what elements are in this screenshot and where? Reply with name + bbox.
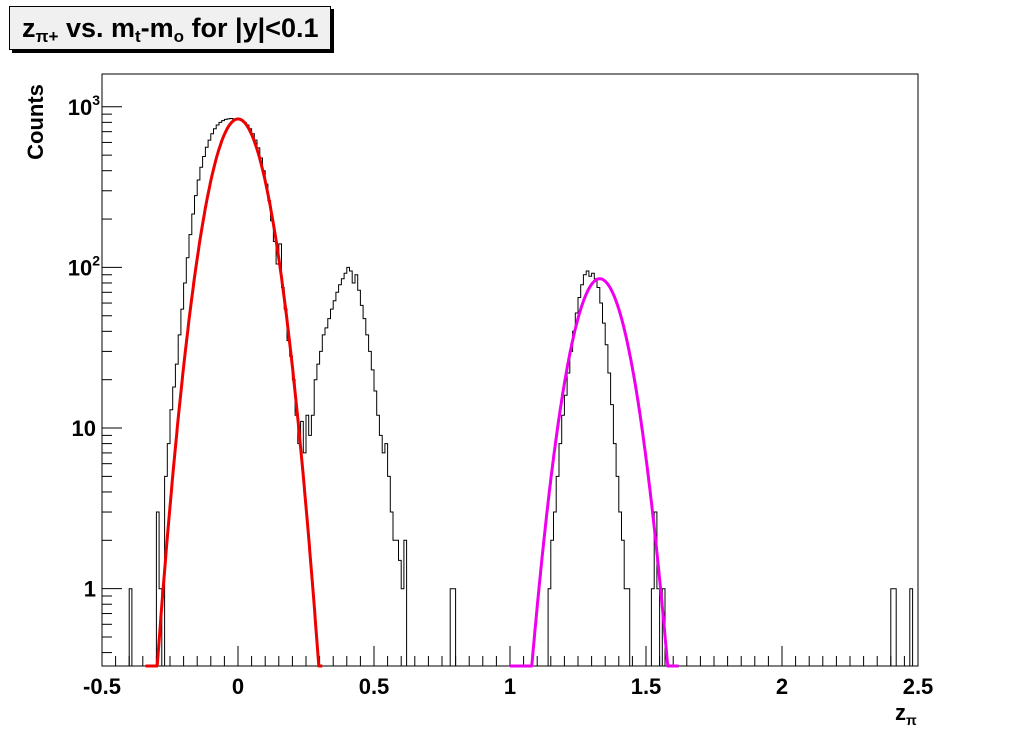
x-axis-label-sub: π (906, 712, 917, 728)
title-z: z (22, 13, 36, 43)
y-tick-label: 102 (68, 252, 100, 280)
x-tick-label: 0.5 (359, 674, 390, 699)
x-tick-label: -0.5 (83, 674, 121, 699)
x-axis-label-main: z (895, 700, 906, 725)
fit-curves (145, 117, 679, 668)
x-tick-label: 2 (776, 674, 788, 699)
title-rest: for |y|<0.1 (184, 13, 319, 43)
x-tick-label: 2.5 (903, 674, 934, 699)
y-axis: 1 10 102 103 (68, 92, 122, 654)
histogram-series (102, 118, 918, 667)
fit-curve (510, 277, 679, 668)
x-tick-label: 1 (504, 674, 516, 699)
x-tick-label: 1.5 (631, 674, 662, 699)
title-o-sub: o (173, 27, 185, 46)
title-z-sub: π+ (35, 27, 59, 46)
fit-curve (145, 117, 323, 668)
title-vs-m: vs. m (58, 13, 135, 43)
title-minus-m: -m (140, 13, 174, 43)
chart-title: zπ+ vs. mt-mo for |y|<0.1 (9, 6, 332, 50)
y-tick-label: 10 (72, 416, 96, 441)
y-tick-label: 1 (84, 577, 96, 602)
x-axis-label: zπ (895, 700, 917, 728)
x-axis: -0.5 0 0.5 1 1.5 2 2.5 (83, 646, 933, 699)
y-tick-label: 103 (68, 92, 100, 120)
y-axis-label: Counts (23, 84, 48, 160)
title-t-sub: t (135, 27, 141, 46)
plot-frame (101, 73, 919, 667)
x-tick-label: 0 (232, 674, 244, 699)
